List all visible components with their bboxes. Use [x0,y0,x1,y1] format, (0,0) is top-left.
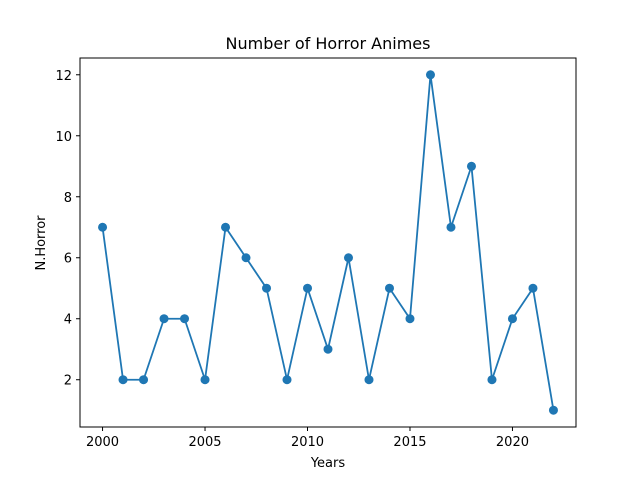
data-point-2001 [118,375,128,385]
data-point-2007 [241,253,251,263]
data-point-2006 [221,222,231,232]
y-tick-label-8: 8 [64,191,72,206]
x-axis-ticks: 2000 2005 2010 2015 2020 [86,427,529,450]
data-point-2010 [303,283,313,293]
y-tick-label-12: 12 [55,69,72,84]
data-point-2003 [159,314,169,324]
data-point-2014 [384,283,394,293]
data-point-2002 [139,375,149,385]
data-point-2017 [446,222,456,232]
x-axis-label: Years [310,456,346,471]
series-markers [98,70,558,415]
data-point-2011 [323,344,333,354]
x-tick-label-2020: 2020 [496,435,529,450]
data-point-2009 [282,375,292,385]
data-point-2018 [466,161,476,171]
y-axis-ticks: 2 4 6 8 10 12 [55,69,80,389]
data-point-2004 [180,314,190,324]
x-tick-label-2010: 2010 [291,435,324,450]
data-point-2000 [98,222,108,232]
data-point-2012 [343,253,353,263]
data-point-2022 [548,405,558,415]
plot-area-frame [79,57,577,428]
x-tick-label-2000: 2000 [86,435,119,450]
chart-title: Number of Horror Animes [226,34,431,53]
data-point-2019 [487,375,497,385]
x-tick-label-2015: 2015 [393,435,426,450]
y-tick-label-6: 6 [64,252,72,267]
y-axis-label: N.Horror [34,215,49,271]
y-tick-label-10: 10 [55,130,72,145]
series-line [101,74,555,411]
y-tick-label-4: 4 [64,313,72,328]
y-tick-label-2: 2 [64,374,72,389]
data-point-2008 [262,283,272,293]
x-tick-label-2005: 2005 [188,435,221,450]
data-point-2021 [528,283,538,293]
data-point-2013 [364,375,374,385]
data-point-2015 [405,314,415,324]
data-point-2005 [200,375,210,385]
data-point-2016 [425,70,435,80]
data-point-2020 [507,314,517,324]
